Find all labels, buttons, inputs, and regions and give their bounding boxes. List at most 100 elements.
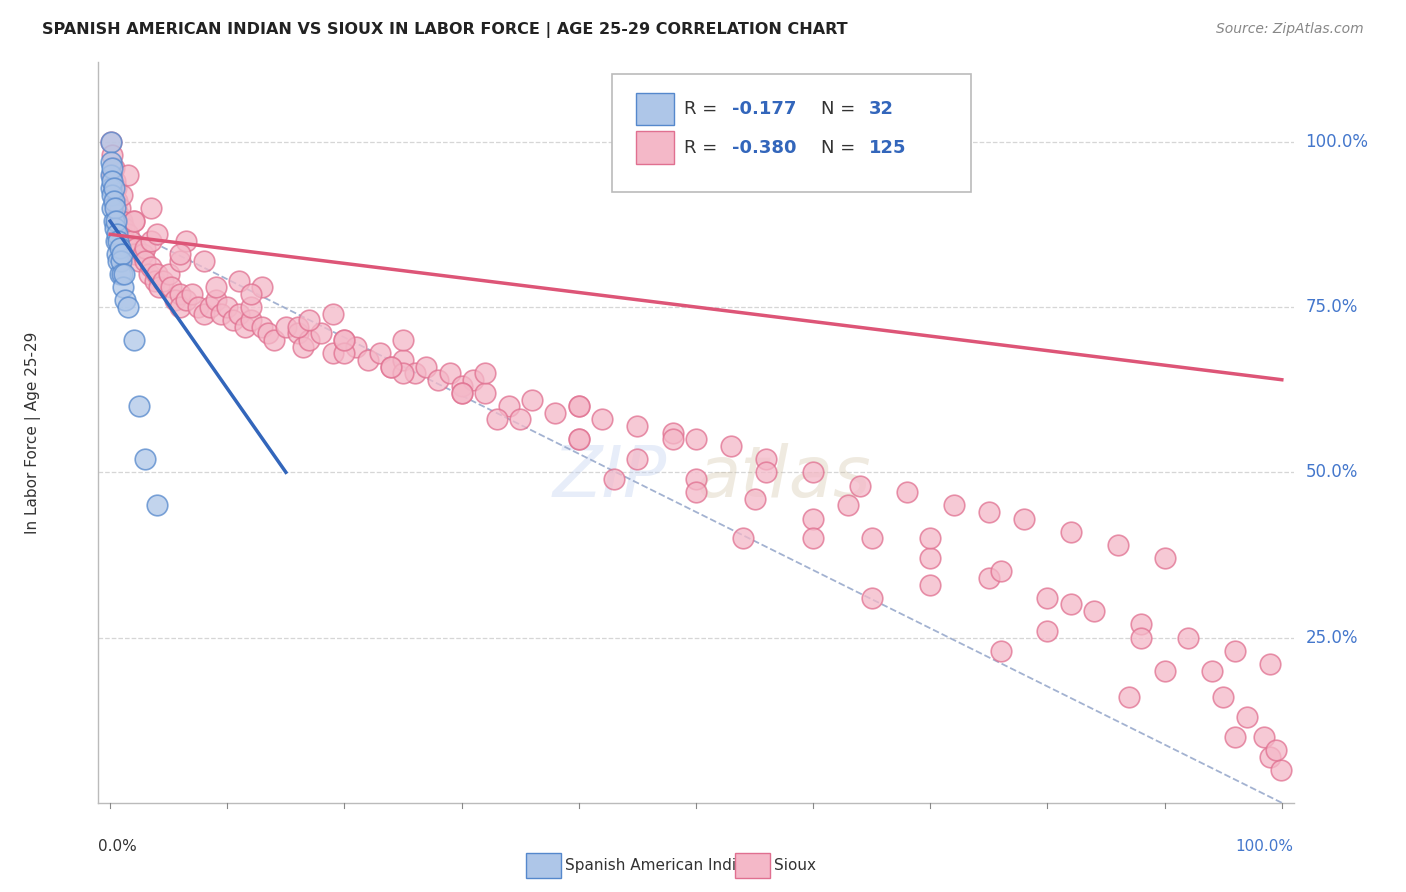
Point — [114, 234, 136, 248]
Point — [146, 499, 169, 513]
Point — [1223, 730, 1246, 744]
Point — [322, 346, 344, 360]
Point — [105, 181, 128, 195]
Point — [860, 591, 883, 605]
Point — [111, 247, 134, 261]
Point — [146, 227, 169, 242]
Point — [404, 366, 426, 380]
Point — [427, 373, 450, 387]
Point — [626, 419, 648, 434]
Point — [920, 577, 942, 591]
Point — [568, 399, 591, 413]
Point — [849, 478, 872, 492]
Point — [801, 532, 824, 546]
Point — [415, 359, 437, 374]
Point — [103, 161, 125, 176]
Point — [568, 432, 591, 446]
Point — [100, 135, 122, 149]
Point — [474, 366, 496, 380]
Point — [204, 280, 226, 294]
Point — [174, 293, 197, 308]
Point — [160, 280, 183, 294]
Point — [112, 220, 135, 235]
Point — [105, 247, 128, 261]
Point — [1258, 749, 1281, 764]
Point — [661, 425, 683, 440]
Point — [169, 300, 191, 314]
Point — [108, 201, 131, 215]
Point — [274, 319, 297, 334]
FancyBboxPatch shape — [526, 853, 561, 879]
Point — [132, 247, 155, 261]
Text: 50.0%: 50.0% — [1306, 463, 1358, 482]
Text: 100.0%: 100.0% — [1306, 133, 1368, 151]
Point — [111, 214, 134, 228]
Text: Spanish American Indians: Spanish American Indians — [565, 858, 762, 873]
Point — [720, 439, 742, 453]
Point — [509, 412, 531, 426]
Point — [520, 392, 543, 407]
Point — [117, 168, 139, 182]
Point — [463, 373, 485, 387]
Point — [298, 333, 321, 347]
Point — [292, 340, 315, 354]
Point — [1036, 624, 1059, 638]
Point — [1265, 743, 1288, 757]
Point — [122, 214, 145, 228]
Point — [228, 274, 250, 288]
Point — [104, 174, 127, 188]
Point — [239, 313, 262, 327]
Point — [801, 511, 824, 525]
Point — [228, 307, 250, 321]
Point — [233, 319, 256, 334]
Text: In Labor Force | Age 25-29: In Labor Force | Age 25-29 — [25, 332, 41, 533]
Point — [148, 280, 170, 294]
Point — [112, 267, 135, 281]
Point — [103, 194, 125, 209]
Point — [111, 267, 134, 281]
Point — [104, 194, 127, 209]
Point — [392, 352, 415, 367]
Point — [110, 253, 132, 268]
Point — [169, 286, 191, 301]
Point — [181, 286, 204, 301]
Point — [146, 267, 169, 281]
Point — [685, 485, 707, 500]
Point — [100, 181, 122, 195]
Text: 75.0%: 75.0% — [1306, 298, 1358, 316]
Text: 0.0%: 0.0% — [98, 839, 138, 855]
Point — [298, 313, 321, 327]
Point — [990, 644, 1012, 658]
Text: 100.0%: 100.0% — [1236, 839, 1294, 855]
Point — [112, 280, 135, 294]
Point — [1060, 524, 1083, 539]
Point — [392, 366, 415, 380]
Point — [169, 253, 191, 268]
Point — [101, 168, 124, 182]
Text: N =: N = — [821, 138, 862, 157]
Text: N =: N = — [821, 100, 862, 118]
Point — [141, 260, 163, 275]
Point — [105, 201, 128, 215]
Point — [450, 379, 472, 393]
Point — [380, 359, 402, 374]
Point — [920, 551, 942, 566]
Point — [101, 187, 124, 202]
FancyBboxPatch shape — [613, 73, 972, 192]
Point — [101, 148, 124, 162]
Point — [128, 253, 150, 268]
Point — [333, 333, 356, 347]
Point — [239, 300, 262, 314]
Point — [107, 207, 129, 221]
Point — [211, 307, 233, 321]
Point — [114, 293, 136, 308]
Point — [1223, 644, 1246, 658]
Point — [100, 154, 122, 169]
FancyBboxPatch shape — [735, 853, 770, 879]
Point — [685, 432, 707, 446]
Point — [1060, 598, 1083, 612]
Point — [896, 485, 918, 500]
Point — [157, 267, 180, 281]
Text: 125: 125 — [869, 138, 907, 157]
Point — [105, 214, 128, 228]
